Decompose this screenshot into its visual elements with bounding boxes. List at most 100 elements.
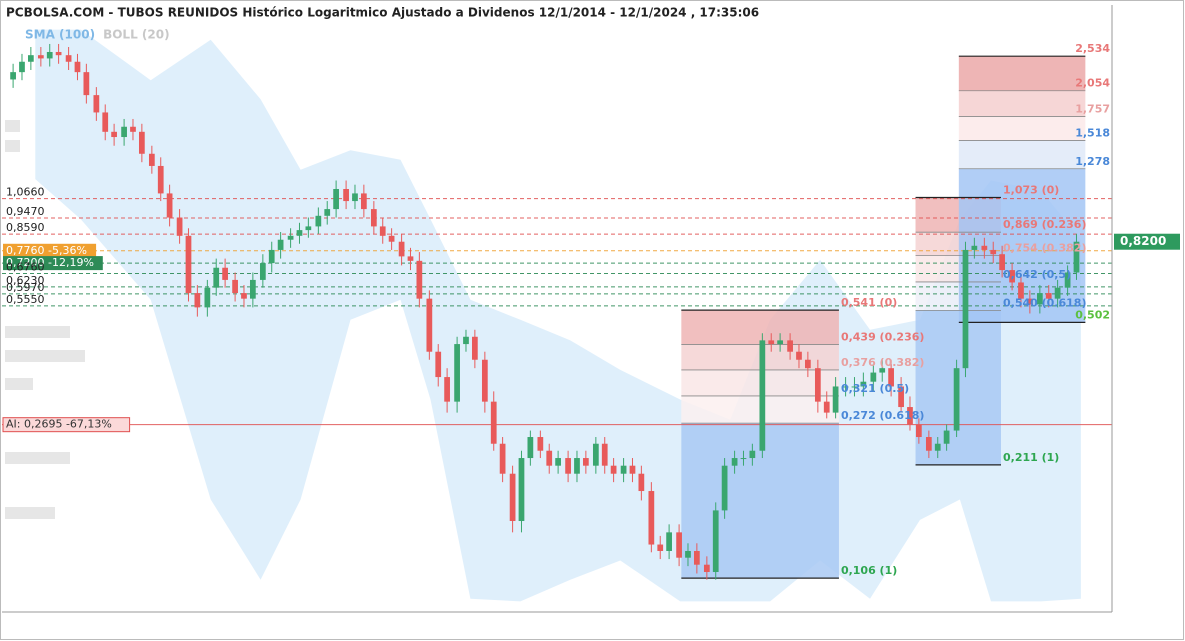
candle-body: [832, 386, 839, 413]
candle-body: [796, 351, 802, 360]
candle-body: [388, 235, 395, 242]
candle-body: [194, 293, 201, 308]
candle-body: [879, 368, 886, 373]
candle-body: [499, 443, 506, 474]
fib-band: [958, 56, 1086, 91]
candle-body: [93, 95, 100, 113]
h-line-label: 0,5970: [6, 281, 45, 294]
candle-body: [426, 298, 433, 352]
candle-body: [574, 458, 580, 474]
redacted: [5, 140, 20, 152]
candle-body: [315, 215, 322, 227]
candle-body: [1045, 293, 1052, 299]
h-line-label-box: [3, 256, 103, 271]
candle-body: [823, 401, 830, 413]
redacted: [5, 350, 85, 362]
fib-label: 1,278: [1075, 155, 1110, 168]
fib-label: 0,321 (0.5): [841, 382, 909, 395]
candle-body: [471, 336, 478, 360]
candle-body: [333, 188, 339, 210]
fib-label: 0,540 (0.618): [1003, 296, 1086, 309]
candle-body: [259, 263, 266, 280]
legend-item: BOLL (20): [103, 28, 170, 42]
fib-band: [958, 90, 1086, 117]
fib-label: 0,376 (0.382): [841, 356, 924, 369]
candle-body: [592, 443, 599, 466]
fib-label: 2,054: [1075, 77, 1110, 90]
candle-body: [268, 249, 275, 264]
candle-body: [898, 386, 904, 408]
candle-body: [343, 188, 349, 202]
fib-label: 0,272 (0.618): [841, 409, 924, 422]
candle-body: [509, 473, 516, 522]
fib-label: 2,534: [1075, 42, 1110, 55]
h-line-label: 0,7200 -12,19%: [6, 256, 94, 269]
h-line-label: 0,6760: [6, 260, 45, 273]
candle-body: [851, 386, 858, 388]
candle-body: [648, 491, 655, 545]
candle-body: [370, 209, 377, 227]
candle-body: [1018, 282, 1024, 299]
fib-band: [958, 116, 1086, 141]
candle-body: [638, 473, 645, 492]
candle-body: [915, 424, 922, 438]
redacted: [5, 378, 33, 390]
h-line-label: 0,8590: [6, 221, 45, 234]
candle-body: [481, 359, 488, 402]
candle-body: [1036, 293, 1043, 305]
candle-body: [657, 544, 664, 551]
candle-body: [102, 112, 109, 132]
candle-body: [721, 465, 728, 511]
candle-body: [398, 241, 405, 257]
candle-body: [620, 465, 627, 474]
candle-body: [204, 287, 211, 308]
candle-body: [971, 245, 978, 250]
redacted: [5, 507, 55, 519]
candle-body: [222, 267, 228, 280]
candle-body: [787, 340, 793, 352]
candle-body: [925, 437, 932, 451]
candle-body: [666, 532, 672, 551]
candle-body: [360, 193, 367, 210]
candle-body: [232, 279, 238, 294]
candle-body: [121, 126, 127, 138]
candle-body: [685, 550, 691, 558]
candle-body: [83, 72, 90, 96]
fib-label: 1,073 (0): [1003, 184, 1059, 197]
candle-body: [1054, 287, 1061, 299]
candle-body: [65, 55, 72, 62]
h-line-label: AI: 0,2695 -67,13%: [6, 418, 112, 431]
candle-body: [749, 450, 756, 459]
h-line-label-box: [2, 417, 131, 433]
h-line-label: 1,0660: [6, 186, 45, 199]
fib-label: 0,211 (1): [1003, 451, 1059, 464]
candle-body: [629, 465, 636, 474]
candle-body: [676, 532, 682, 558]
fib-label: 0,106 (1): [841, 564, 897, 577]
candle-body: [407, 256, 414, 261]
candle-body: [74, 61, 81, 73]
candle-body: [296, 230, 303, 236]
candle-body: [55, 51, 62, 56]
fib-label: 0,541 (0): [841, 296, 897, 309]
candle-body: [870, 372, 877, 382]
candle-body: [454, 344, 460, 402]
candle-body: [277, 239, 284, 250]
candle-body: [463, 336, 469, 345]
h-line-label-box: [3, 243, 97, 258]
candle-body: [768, 340, 775, 345]
redacted: [5, 120, 20, 132]
candle-body: [703, 564, 710, 573]
candle-body: [962, 249, 969, 369]
fib-label: 0,754 (0.382): [1003, 242, 1086, 255]
candle-body: [943, 430, 950, 444]
candle-body: [435, 351, 442, 378]
candle-body: [130, 126, 136, 132]
legend-item: SMA (100): [25, 28, 95, 42]
candle-body: [934, 443, 941, 451]
candle-body: [693, 550, 700, 565]
fib-label: 0,502: [1075, 308, 1110, 321]
annotations: 0,541 (0) 0,439 (0.236) 0,376 (0.382) 0,321…: [2, 42, 1110, 577]
candle-body: [860, 381, 867, 387]
